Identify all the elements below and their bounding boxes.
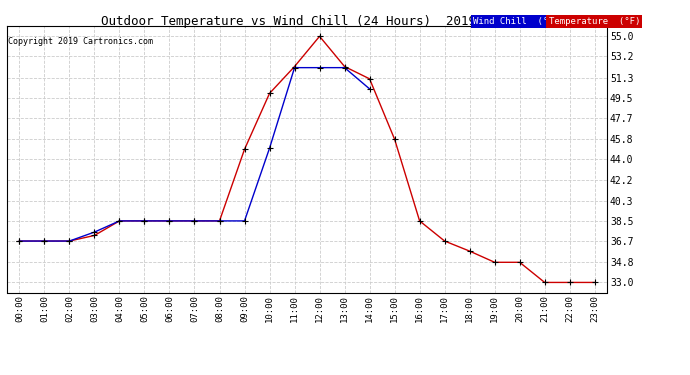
Text: Copyright 2019 Cartronics.com: Copyright 2019 Cartronics.com: [8, 38, 153, 46]
Text: Wind Chill  (°F): Wind Chill (°F): [473, 17, 559, 26]
Text: Temperature  (°F): Temperature (°F): [549, 17, 640, 26]
Text: Outdoor Temperature vs Wind Chill (24 Hours)  20190324: Outdoor Temperature vs Wind Chill (24 Ho…: [101, 15, 506, 28]
